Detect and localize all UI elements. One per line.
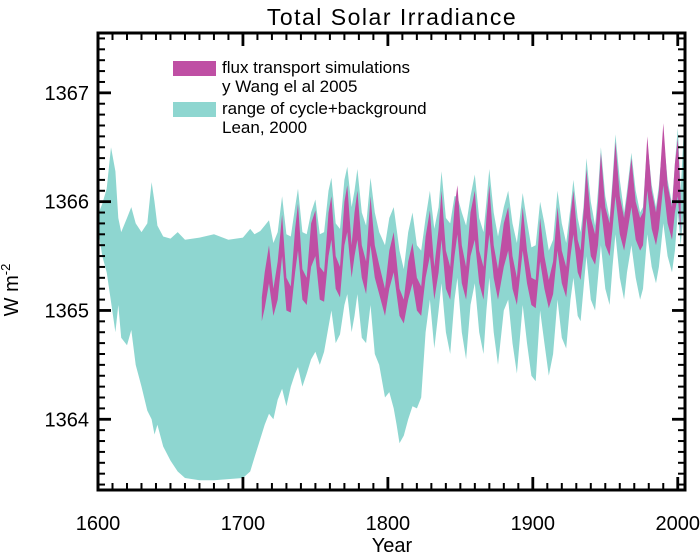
- band-cycle-background: [98, 127, 684, 481]
- data-bands: [98, 123, 684, 481]
- legend-label-cycle-background-line1: range of cycle+background: [222, 99, 427, 118]
- x-axis-label: Year: [372, 535, 413, 556]
- y-tick-label: 1366: [45, 192, 90, 214]
- legend-swatch-cycle-background: [173, 102, 216, 117]
- axis-ticks: [96, 33, 685, 490]
- x-tick-label: 1800: [366, 513, 411, 535]
- band-flux-transport: [261, 123, 681, 324]
- x-tick-label: 2000: [656, 513, 700, 535]
- legend-label-cycle-background-line2: Lean, 2000: [222, 118, 307, 137]
- x-tick-labels: 1600 1700 1800 1900 2000: [76, 513, 700, 535]
- y-axis-label: W m-2: [0, 264, 23, 317]
- y-tick-label: 1364: [45, 409, 90, 431]
- y-tick-label: 1365: [45, 300, 90, 322]
- x-tick-label: 1600: [76, 513, 121, 535]
- plot-border: [96, 31, 687, 492]
- legend: flux transport simulations y Wang el al …: [173, 58, 427, 137]
- x-tick-label: 1700: [221, 513, 266, 535]
- y-tick-labels: 1364 1365 1366 1367: [45, 83, 90, 431]
- legend-label-flux-transport-line1: flux transport simulations: [222, 58, 410, 77]
- chart-title: Total Solar Irradiance: [267, 4, 517, 30]
- legend-label-flux-transport-line2: y Wang el al 2005: [222, 77, 357, 96]
- x-tick-label: 1900: [511, 513, 556, 535]
- legend-swatch-flux-transport: [173, 61, 216, 76]
- y-tick-label: 1367: [45, 83, 90, 105]
